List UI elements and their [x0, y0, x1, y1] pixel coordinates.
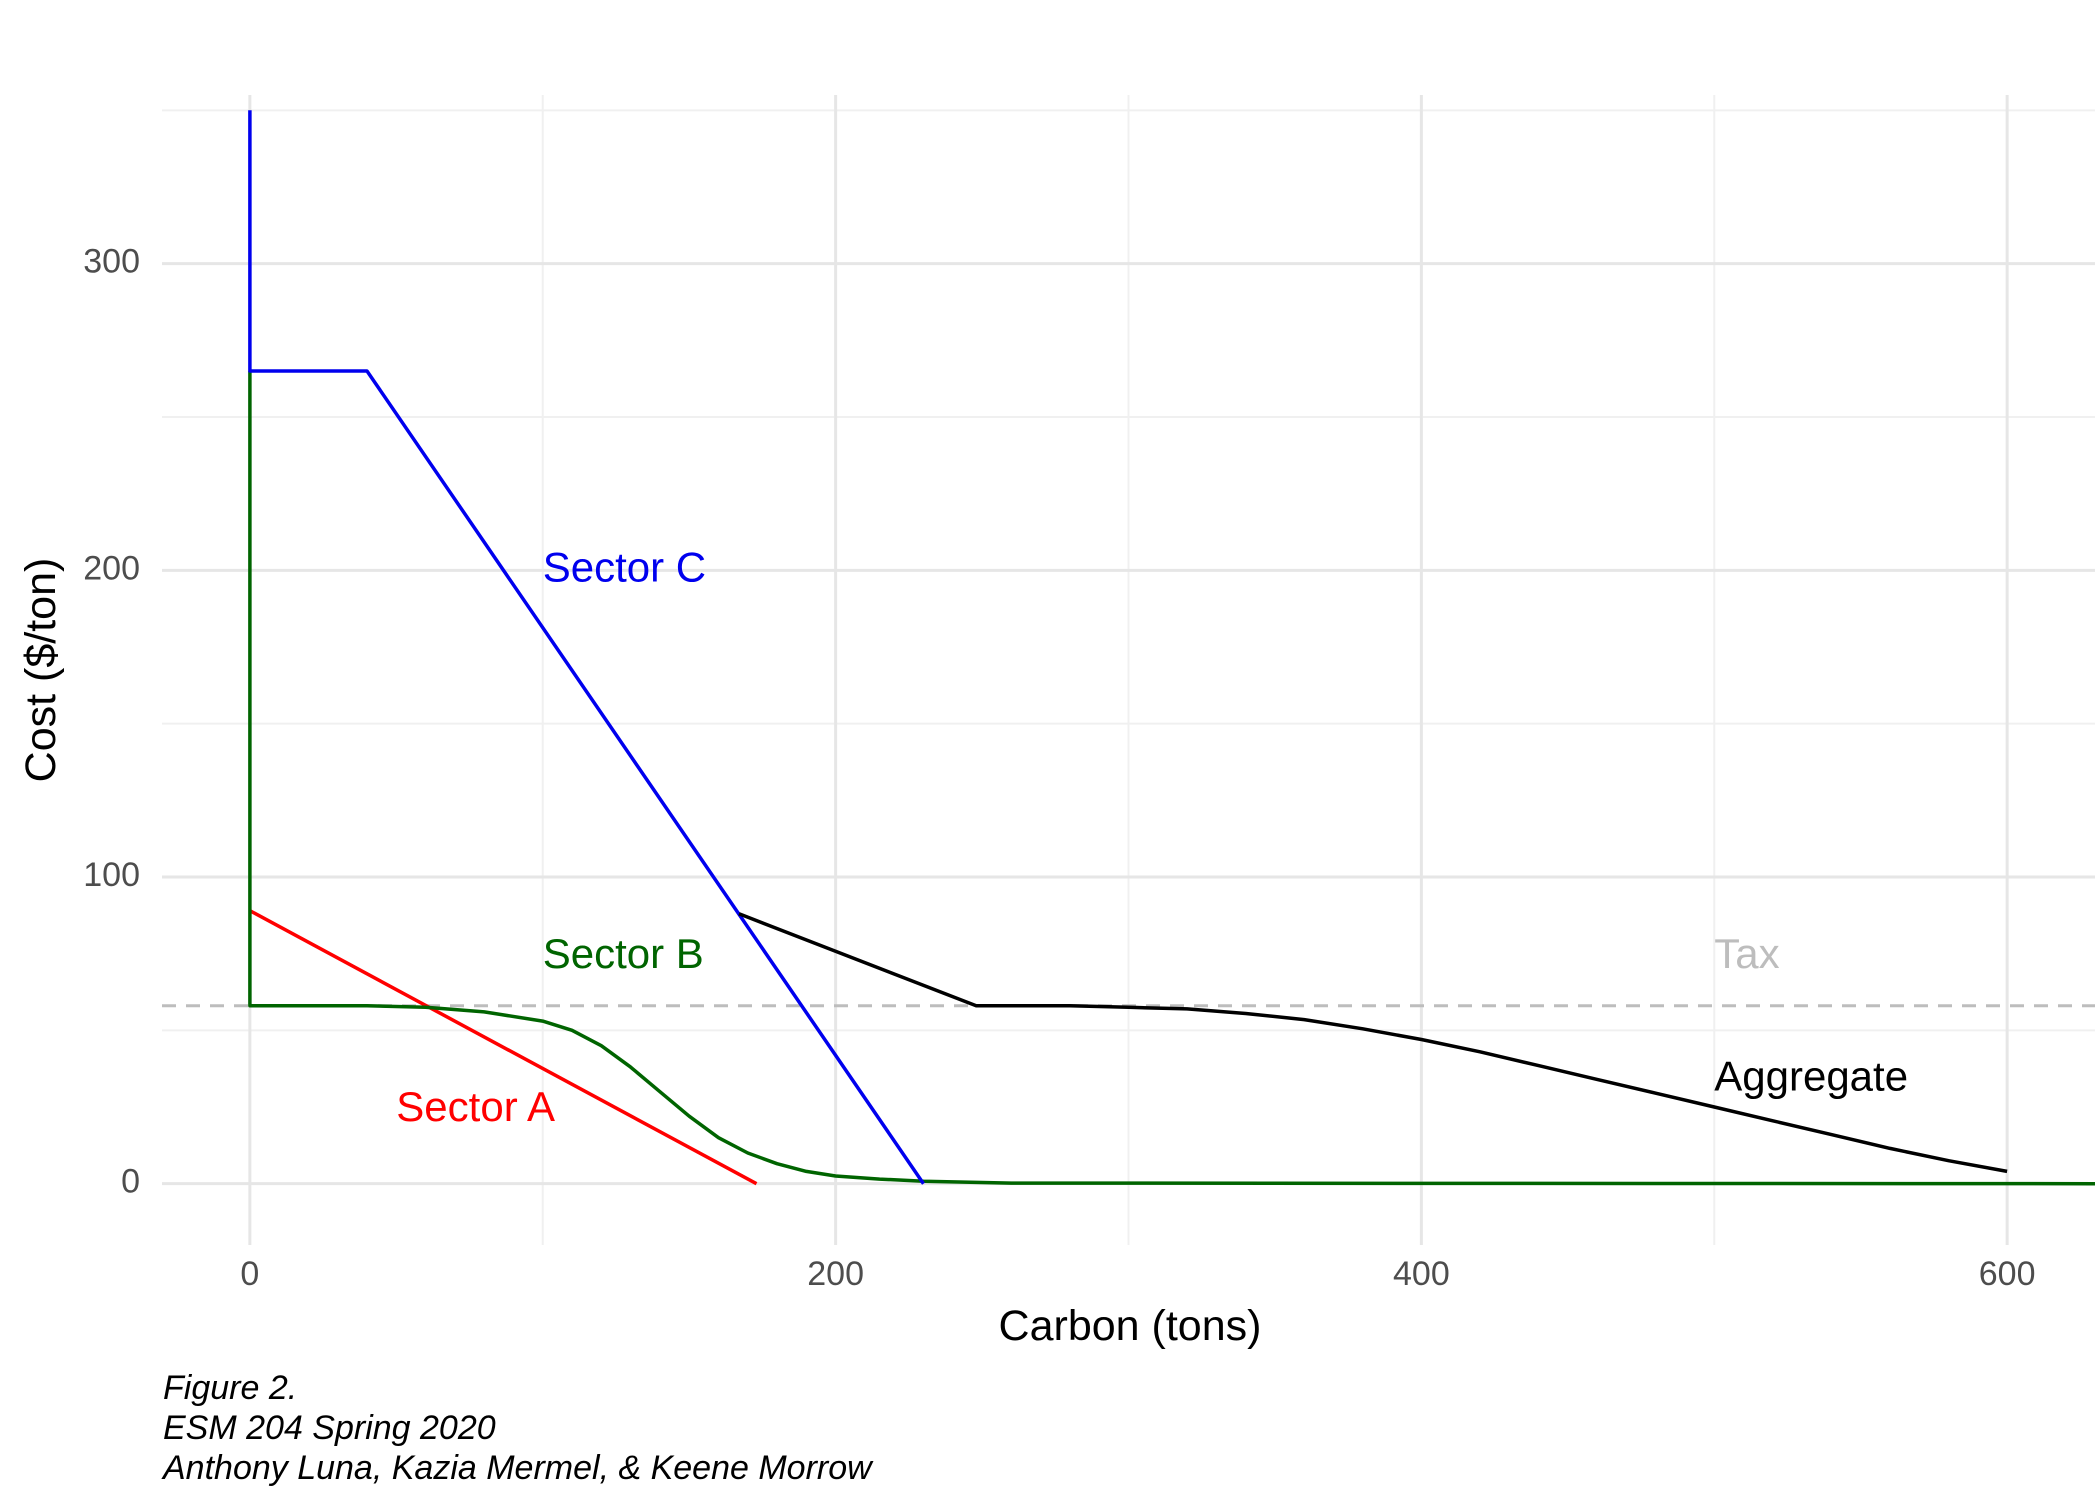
y-tick-label: 300 — [83, 243, 140, 281]
series-line-sector-b — [248, 371, 2096, 1186]
grid-major-lines — [162, 95, 2095, 1245]
series-label-sector-b: Sector B — [543, 930, 704, 977]
series-label-aggregate: Aggregate — [1714, 1052, 1908, 1099]
y-tick-label: 200 — [83, 549, 140, 587]
caption-course: ESM 204 Spring 2020 — [163, 1409, 496, 1447]
figure-caption: Figure 2. ESM 204 Spring 2020 Anthony Lu… — [163, 1368, 872, 1488]
y-tick-label: 100 — [83, 856, 140, 894]
series-layer — [248, 110, 2096, 1186]
series-label-sector-a: Sector A — [396, 1083, 555, 1130]
grid-minor-lines — [162, 95, 2095, 1245]
series-line-sector-c — [248, 110, 925, 1185]
series-label-sector-c: Sector C — [543, 543, 706, 590]
x-axis-title: Carbon (tons) — [999, 1302, 1262, 1350]
x-tick-label: 0 — [240, 1255, 259, 1293]
series-line-aggregate — [738, 912, 2008, 1174]
caption-authors: Anthony Luna, Kazia Mermel, & Keene Morr… — [163, 1449, 872, 1487]
x-tick-label: 200 — [807, 1255, 864, 1293]
series-labels: Sector A Sector B Sector C Aggregate Tax — [396, 543, 1908, 1130]
y-tick-label: 0 — [121, 1163, 140, 1201]
x-tick-labels: 0 200 400 600 — [240, 1255, 2035, 1293]
y-axis-title: Cost ($/ton) — [17, 558, 65, 783]
tax-label: Tax — [1714, 930, 1779, 977]
y-tick-labels: 0 100 200 300 — [83, 243, 140, 1201]
x-tick-label: 400 — [1393, 1255, 1450, 1293]
x-tick-label: 600 — [1979, 1255, 2036, 1293]
series-line-sector-a — [249, 909, 758, 1186]
caption-figure-number: Figure 2. — [163, 1369, 298, 1407]
